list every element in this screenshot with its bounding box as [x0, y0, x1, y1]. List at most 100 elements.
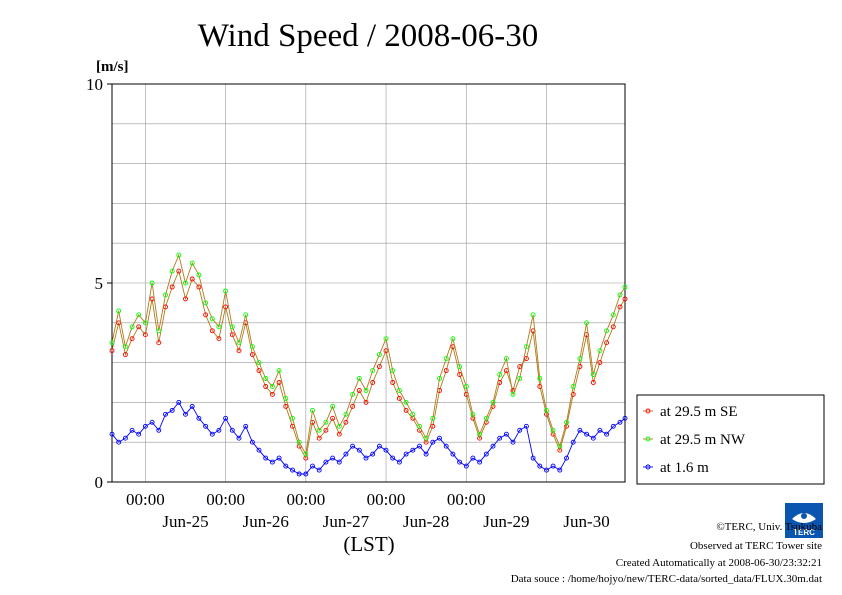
data-point: [276, 380, 282, 385]
data-point: [450, 451, 456, 457]
data-point: [336, 459, 342, 465]
data-point: [376, 364, 382, 370]
data-point: [122, 352, 128, 358]
data-point: [617, 292, 623, 298]
data-point: [390, 380, 396, 385]
data-point: [457, 372, 463, 377]
data-point: [530, 455, 536, 461]
x-time-label: 00:00: [206, 490, 245, 509]
data-point: [283, 395, 289, 401]
series-line: [111, 269, 626, 460]
data-point: [109, 340, 115, 346]
data-point: [176, 399, 182, 405]
data-point: [483, 415, 489, 421]
data-point: [537, 463, 543, 469]
data-point: [622, 296, 628, 302]
data-point: [390, 368, 396, 374]
data-point: [577, 427, 583, 433]
data-point: [503, 431, 509, 437]
data-point: [350, 391, 356, 397]
data-point: [263, 384, 269, 389]
data-point: [142, 332, 148, 338]
data-point: [316, 467, 322, 473]
data-point: [236, 435, 242, 441]
data-point: [517, 364, 523, 370]
data-point: [263, 376, 269, 381]
data-point: [129, 324, 135, 330]
data-point: [183, 296, 188, 302]
data-point: [229, 332, 235, 338]
data-point: [517, 376, 523, 381]
data-point: [223, 304, 229, 310]
data-point: [410, 447, 416, 453]
data-point: [323, 419, 329, 425]
data-point: [196, 272, 202, 278]
data-point: [503, 356, 509, 362]
y-tick-label: 10: [86, 75, 103, 94]
data-point: [403, 399, 409, 405]
data-point: [483, 451, 489, 457]
data-point: [604, 340, 610, 346]
x-time-label: 00:00: [367, 490, 406, 509]
data-point: [417, 443, 422, 449]
data-point: [470, 455, 476, 461]
legend-label: at 1.6 m: [660, 460, 709, 476]
data-point: [423, 435, 429, 441]
data-point: [530, 312, 536, 318]
data-point: [570, 391, 576, 397]
data-point: [463, 463, 469, 469]
data-point: [156, 328, 162, 334]
data-point: [350, 403, 356, 409]
data-point: [550, 463, 556, 469]
x-date-label: Jun-25: [162, 512, 208, 531]
data-point: [396, 388, 402, 393]
data-point: [176, 252, 182, 258]
data-point: [570, 384, 576, 389]
data-point: [276, 368, 282, 374]
data-point: [430, 415, 436, 421]
x-date-label: Jun-30: [563, 512, 609, 531]
y-tick-label: 0: [95, 473, 104, 492]
legend-label: at 29.5 m SE: [660, 404, 738, 420]
data-point: [356, 447, 362, 453]
data-point: [497, 435, 503, 441]
data-point: [417, 423, 422, 429]
data-point: [450, 336, 456, 342]
data-point: [443, 443, 449, 449]
data-point: [283, 403, 289, 409]
data-point: [276, 455, 282, 461]
data-point: [149, 419, 155, 425]
data-point: [570, 439, 576, 445]
data-point: [196, 415, 202, 421]
data-point: [544, 407, 549, 413]
data-point: [330, 403, 336, 409]
data-point: [610, 324, 616, 330]
data-point: [597, 427, 603, 433]
data-point: [323, 427, 329, 433]
data-point: [403, 407, 409, 413]
data-point: [396, 395, 402, 401]
data-point: [243, 423, 249, 429]
data-point: [443, 368, 449, 374]
legend-label: at 29.5 m NW: [660, 432, 746, 448]
data-point: [256, 368, 262, 374]
data-point: [336, 431, 342, 437]
data-point: [537, 376, 543, 381]
data-point: [169, 268, 175, 274]
data-point: [316, 435, 322, 441]
data-point: [510, 391, 516, 397]
data-point: [577, 356, 583, 362]
data-point: [376, 352, 382, 358]
data-point: [303, 471, 309, 477]
data-point: [363, 455, 369, 461]
x-time-label: 00:00: [447, 490, 486, 509]
data-point: [156, 427, 162, 433]
data-point: [604, 328, 610, 334]
credit-line: ©TERC, Univ. Tsukuba: [716, 521, 822, 533]
data-point: [617, 304, 623, 310]
data-point: [189, 276, 195, 282]
credits: ©TERC, Univ. Tsukuba Observed at TERC To…: [511, 521, 822, 585]
data-point: [129, 427, 135, 433]
data-point: [142, 320, 148, 326]
data-point: [383, 336, 389, 342]
